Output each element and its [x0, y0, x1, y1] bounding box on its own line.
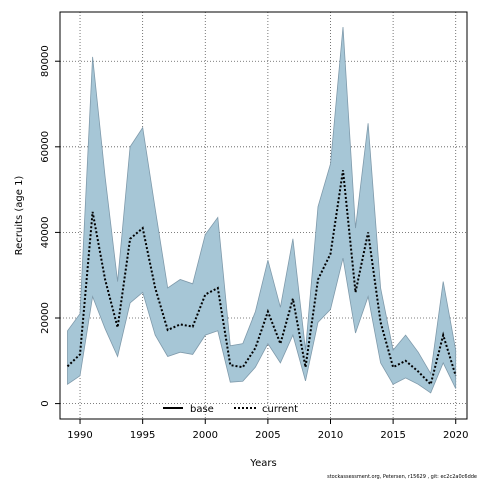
confidence-band [67, 26, 457, 394]
confidence-band-layer [67, 26, 457, 394]
legend: base current [163, 404, 298, 415]
y-tick-label: 60000 [40, 131, 51, 163]
x-tick-label: 1995 [130, 430, 155, 441]
x-tick-label: 2000 [193, 430, 218, 441]
x-tick-label: 2010 [318, 430, 343, 441]
series-line-current [66, 170, 457, 387]
y-tick-label: 20000 [40, 302, 51, 334]
x-tick-label: 2005 [255, 430, 280, 441]
plot-frame [59, 11, 468, 420]
y-tick-label: 0 [40, 400, 51, 406]
x-tick-label: 2020 [443, 430, 468, 441]
y-axis-title: Recruits (age 1) [14, 176, 25, 256]
y-tick-label: 80000 [40, 45, 51, 77]
x-axis: 1990 1995 2000 2005 2010 2015 2020 [67, 419, 468, 441]
series-line-layer [66, 170, 457, 387]
y-tick-label: 40000 [40, 216, 51, 248]
x-tick-label: 1990 [67, 430, 92, 441]
footer-credit: stockassessment.org, Petersen, r15629 , … [327, 474, 477, 480]
legend-label-current: current [262, 404, 298, 415]
x-axis-title: Years [249, 458, 276, 469]
legend-label-base: base [190, 404, 214, 415]
y-axis: 0 20000 40000 60000 80000 [40, 45, 60, 407]
x-tick-label: 2015 [380, 430, 405, 441]
